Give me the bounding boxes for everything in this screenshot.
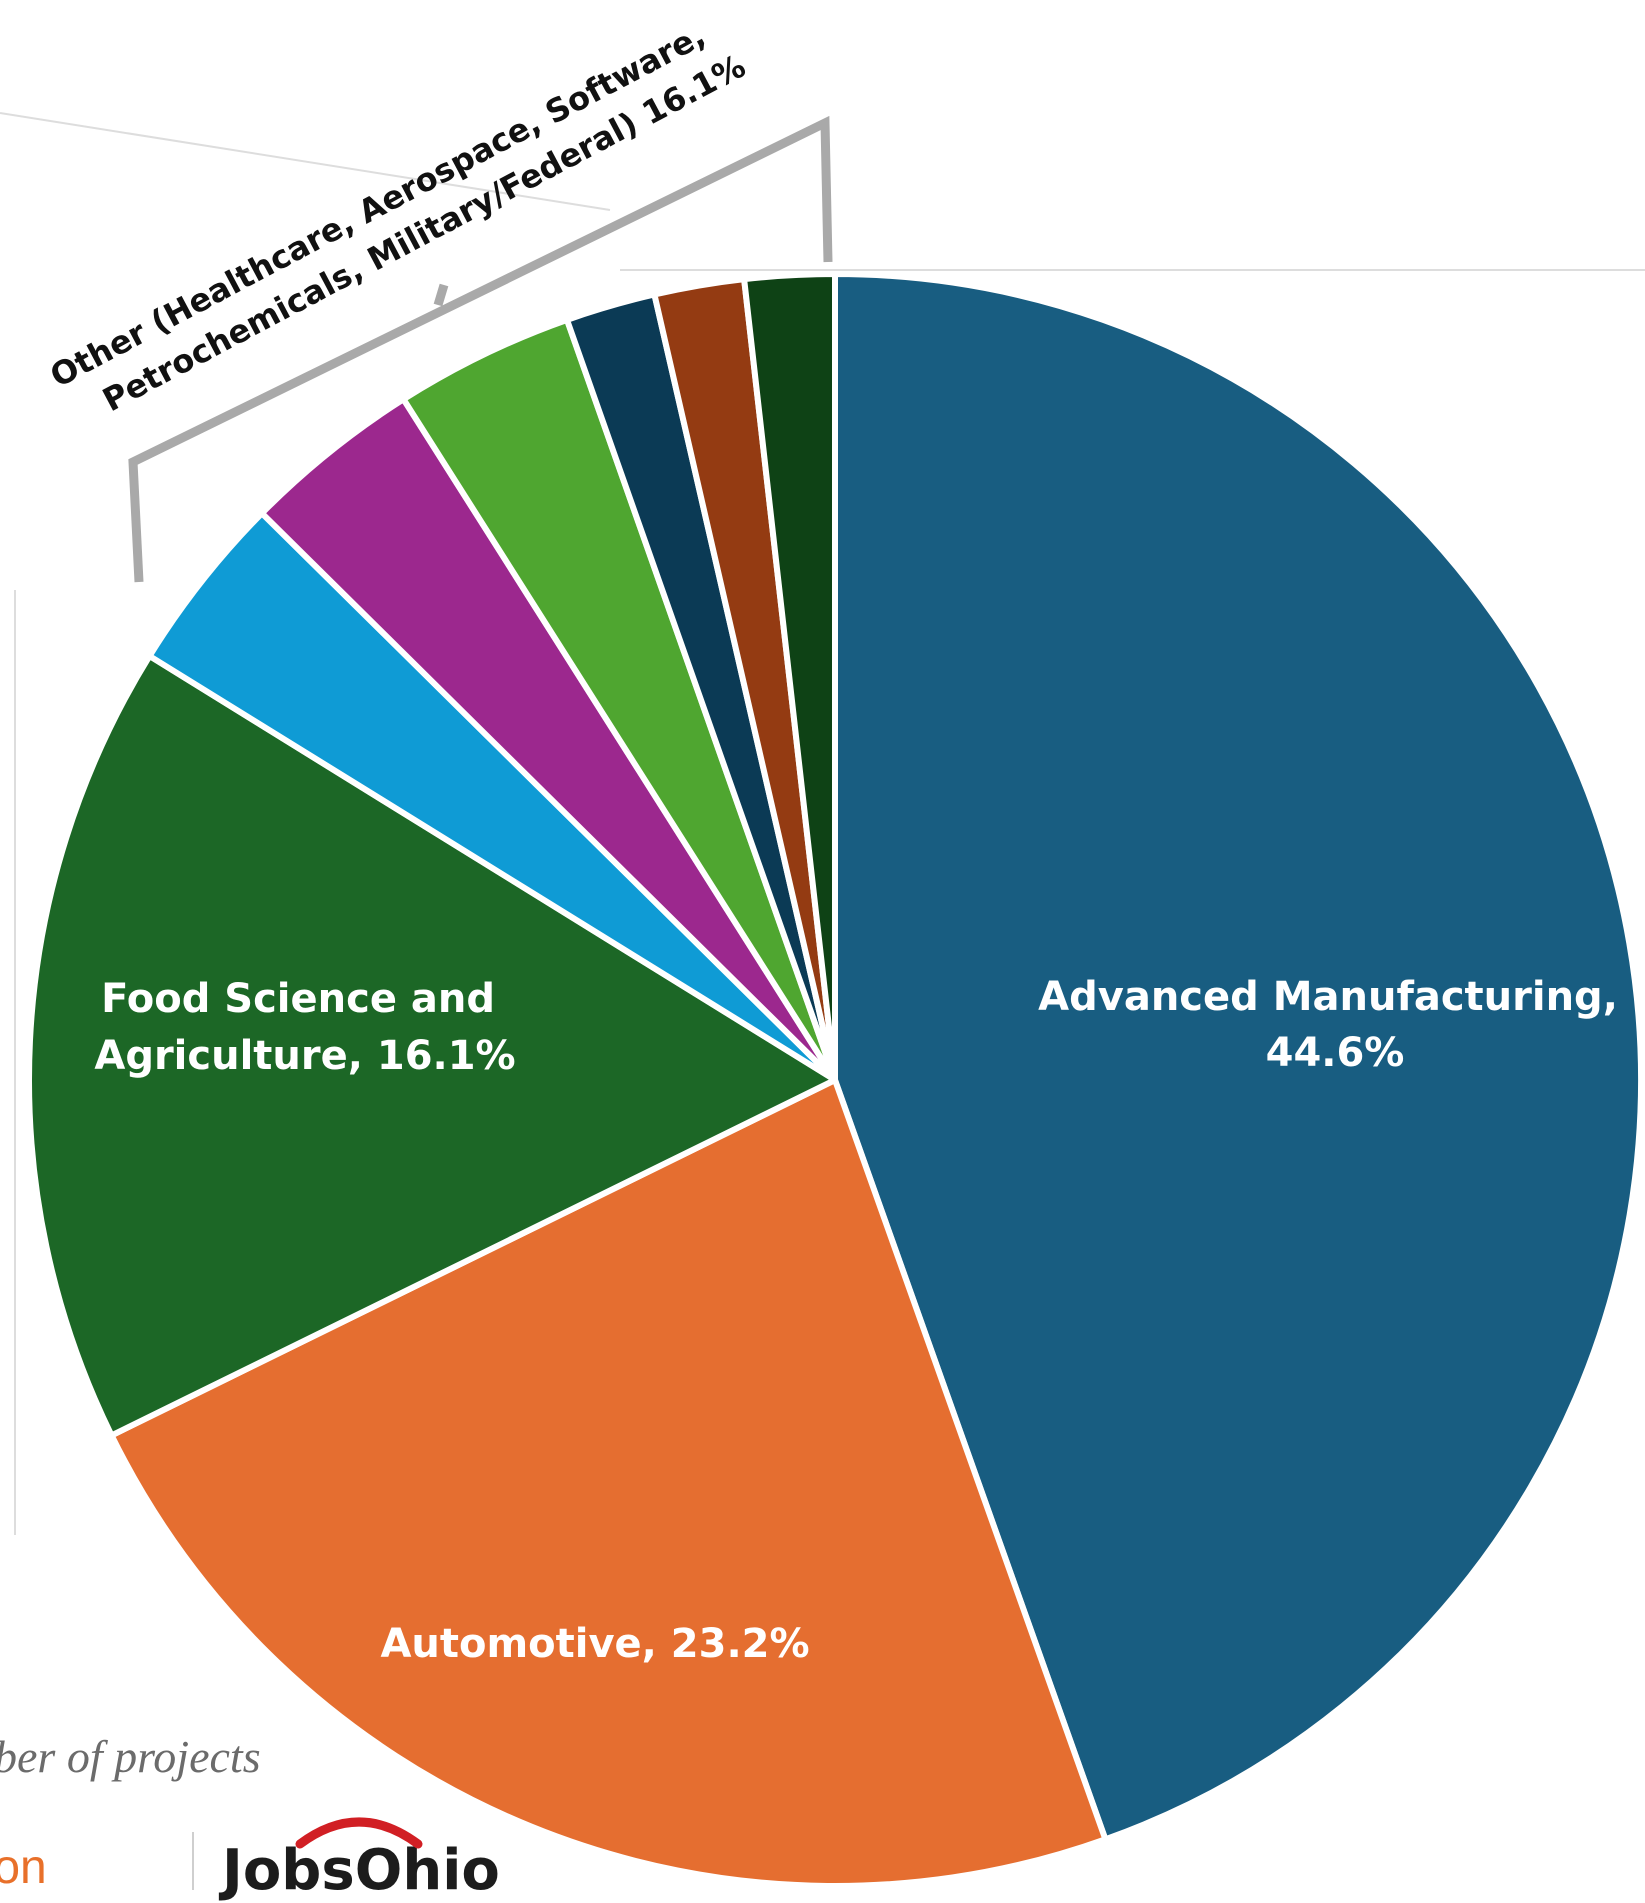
- slice-label-food-science: Food Science and Agriculture, 16.1%: [94, 976, 515, 1079]
- pie-slice-other-6: [741, 271, 838, 1083]
- other-bracket-tick: [433, 283, 449, 307]
- pie-slice-advanced-manufacturing: [832, 271, 1645, 1843]
- footer-fragment: ton: [0, 1841, 47, 1894]
- jobsohio-logo: JobsOhio: [222, 1817, 500, 1903]
- slice-label-automotive: Automotive, 23.2%: [380, 1621, 809, 1667]
- slice-label-food-science-line2: Agriculture, 16.1%: [94, 1033, 515, 1079]
- other-bracket: [128, 115, 833, 583]
- pie-slice-food-science-agriculture: [26, 653, 838, 1439]
- slice-label-advanced-manufacturing: Advanced Manufacturing, 44.6%: [1038, 974, 1632, 1076]
- chart-caption: ber of projects: [0, 1731, 261, 1782]
- slice-label-food-science-line1: Food Science and: [101, 976, 495, 1022]
- other-bracket-line: [128, 115, 833, 583]
- pie-slices: [26, 271, 1645, 1889]
- frame-line-top: [0, 112, 611, 211]
- pie-slice-automotive: [108, 1077, 1109, 1889]
- logo-divider: [192, 1832, 194, 1890]
- slice-label-advanced-manufacturing-name: Advanced Manufacturing,: [1038, 974, 1618, 1020]
- logo-arc-icon: [295, 1817, 423, 1849]
- slice-label-advanced-manufacturing-value: 44.6%: [1266, 1030, 1405, 1076]
